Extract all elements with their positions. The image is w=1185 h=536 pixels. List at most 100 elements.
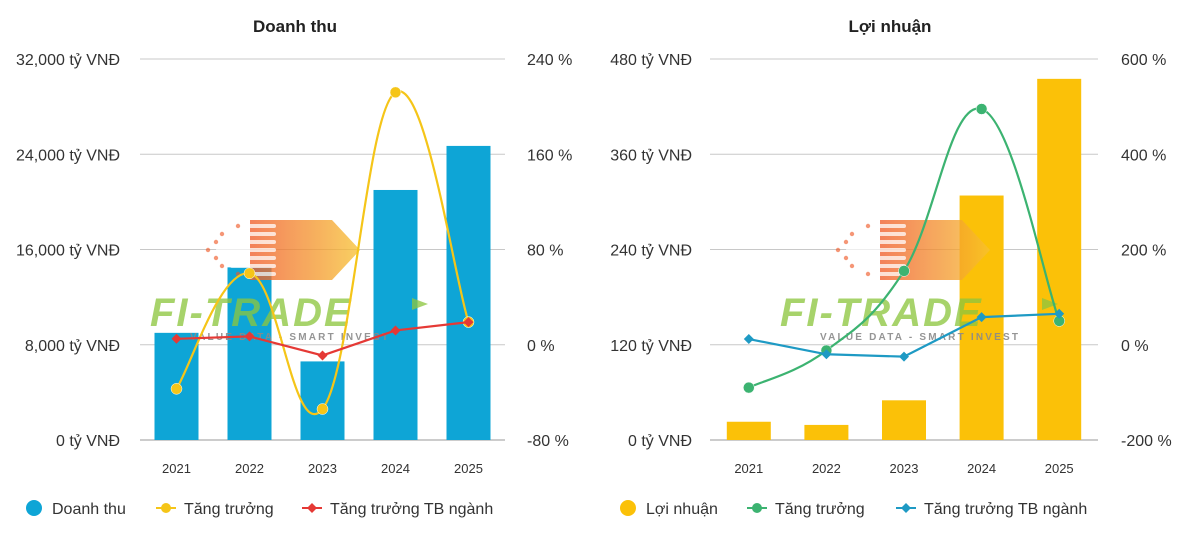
y-left-tick-label: 240 tỷ VNĐ: [610, 243, 692, 260]
bar-2025[interactable]: [446, 145, 491, 440]
y-left-tick-label: 360 tỷ VNĐ: [610, 147, 692, 164]
chart-loi-nhuan: Lợi nhuận 0 tỷ VNĐ 120 tỷ VNĐ 240 tỷ VNĐ 360…: [610, 17, 1172, 518]
logo-dot: [835, 247, 841, 253]
y-left-tick-label: 0 tỷ VNĐ: [56, 433, 120, 450]
logo-streak: [876, 224, 906, 228]
legend-swatch-marker: [901, 503, 911, 513]
logo-dot: [843, 255, 849, 261]
y-right-tick-label: 0 %: [1121, 338, 1149, 355]
legend-swatch-marker: [752, 503, 762, 513]
logo-streak: [860, 264, 906, 268]
point-2024[interactable]: [390, 325, 401, 336]
point-2021[interactable]: [171, 333, 182, 344]
y-left-tick-label: 120 tỷ VNĐ: [610, 338, 692, 355]
logo-brand-text: FI-TRADE: [780, 291, 983, 335]
series-line-tang-truong: [748, 107, 1061, 389]
logo-brand-arrow: [412, 298, 428, 310]
legend-item[interactable]: Lợi nhuận: [620, 500, 718, 518]
y-right-tick-label: 80 %: [527, 243, 563, 260]
legend-label: Tăng trưởng TB ngành: [330, 501, 493, 518]
y-right-tick-label: 160 %: [527, 147, 572, 164]
logo-dot: [843, 239, 849, 245]
legend-swatch-marker: [161, 503, 171, 513]
legend-item[interactable]: Tăng trưởng: [747, 501, 865, 518]
x-tick-label: 2023: [890, 461, 919, 476]
logo-dot: [849, 231, 855, 237]
legend-swatch-marker: [307, 503, 317, 513]
chart-title: Doanh thu: [253, 17, 337, 36]
y-right-tick-label: 240 %: [527, 52, 572, 69]
point-2022[interactable]: [244, 331, 255, 342]
logo-tagline: VALUE DATA - SMART INVEST: [190, 332, 390, 343]
y-left-tick-label: 24,000 tỷ VNĐ: [16, 147, 120, 164]
x-tick-label: 2025: [1045, 461, 1074, 476]
logo-streak: [876, 272, 906, 276]
y-right-tick-label: 600 %: [1121, 52, 1166, 69]
logo-dot: [865, 223, 871, 229]
point-2025[interactable]: [1054, 308, 1065, 319]
bar-2021[interactable]: [726, 421, 771, 440]
logo-dot: [219, 263, 225, 269]
point-2022[interactable]: [243, 267, 256, 280]
bar-2024[interactable]: [373, 189, 418, 440]
point-2021[interactable]: [743, 381, 755, 394]
point-2021[interactable]: [743, 334, 754, 345]
chart-doanh-thu: Doanh thu 0 tỷ VNĐ 8,000 tỷ VNĐ 16,000 tỷ V…: [16, 17, 572, 518]
y-right-tick-label: 0 %: [527, 338, 555, 355]
logo-dot: [865, 271, 871, 277]
legend-item[interactable]: Tăng trưởng TB ngành: [302, 501, 493, 518]
bar-2022[interactable]: [227, 267, 272, 440]
y-left-tick-label: 8,000 tỷ VNĐ: [25, 338, 120, 355]
logo-streak: [230, 264, 276, 268]
legend-swatch: [620, 500, 636, 516]
legend-label: Lợi nhuận: [646, 501, 718, 518]
point-2024[interactable]: [975, 103, 988, 115]
point-2022[interactable]: [821, 349, 832, 360]
logo-streak: [860, 232, 906, 236]
point-2023[interactable]: [898, 265, 910, 277]
x-tick-label: 2021: [162, 461, 191, 476]
point-2023[interactable]: [317, 350, 328, 361]
x-tick-label: 2023: [308, 461, 337, 476]
x-tick-label: 2025: [454, 461, 483, 476]
logo-streak: [854, 256, 906, 260]
y-left-tick-label: 16,000 tỷ VNĐ: [16, 243, 120, 260]
logo-dot: [219, 231, 225, 237]
x-tick-label: 2022: [812, 461, 841, 476]
bar-2023[interactable]: [300, 361, 345, 440]
point-2023[interactable]: [316, 403, 329, 415]
x-tick-label: 2022: [235, 461, 264, 476]
point-2024[interactable]: [976, 312, 987, 323]
logo-dot: [205, 247, 211, 253]
logo-dot: [213, 239, 219, 245]
logo-streak: [246, 224, 276, 228]
y-left-tick-label: 0 tỷ VNĐ: [628, 433, 692, 450]
legend-swatch: [26, 500, 42, 516]
logo-streak: [854, 240, 906, 244]
bar-2022[interactable]: [804, 424, 849, 440]
legend-item[interactable]: Tăng trưởng: [156, 501, 274, 518]
logo-dot: [849, 263, 855, 269]
logo-arrow-shape: [250, 220, 360, 280]
legend-item[interactable]: Doanh thu: [26, 500, 126, 518]
bar-2023[interactable]: [882, 400, 926, 440]
logo-brand-text: FI-TRADE: [150, 291, 353, 335]
logo-streak: [846, 248, 906, 252]
x-tick-label: 2024: [967, 461, 996, 476]
point-2023[interactable]: [899, 351, 909, 362]
legend-label: Doanh thu: [52, 501, 126, 518]
point-2025[interactable]: [463, 317, 474, 328]
point-2024[interactable]: [389, 86, 402, 99]
point-2021[interactable]: [170, 383, 183, 395]
y-right-tick-label: 200 %: [1121, 243, 1166, 260]
chart-title: Lợi nhuận: [849, 17, 932, 36]
y-left-tick-label: 32,000 tỷ VNĐ: [16, 52, 120, 69]
series-line-tang-truong: [175, 90, 470, 415]
bar-2025[interactable]: [1037, 78, 1082, 440]
logo-streak: [216, 248, 276, 252]
logo-streak: [224, 240, 276, 244]
logo-streak: [230, 232, 276, 236]
logo-streak: [224, 256, 276, 260]
legend-item[interactable]: Tăng trưởng TB ngành: [896, 501, 1087, 518]
